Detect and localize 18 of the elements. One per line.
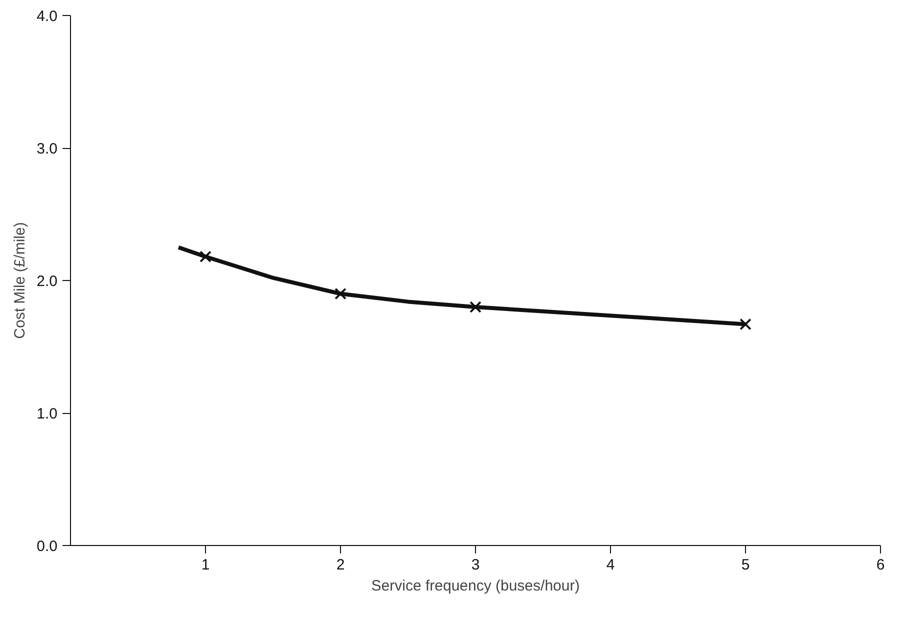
y-tick-label: 3.0 bbox=[36, 140, 58, 158]
point bbox=[200, 250, 212, 263]
line-series bbox=[176, 245, 748, 326]
point bbox=[334, 288, 346, 300]
x-tick-label: 3 bbox=[471, 556, 480, 574]
y-tick-label: 1.0 bbox=[36, 406, 58, 422]
y-axis-title: Cost Mile (£/mile) bbox=[12, 222, 29, 339]
x-tick-label: 6 bbox=[876, 556, 885, 574]
y-tick-label: 2.0 bbox=[36, 273, 58, 290]
x-tick-label: 4 bbox=[606, 556, 615, 574]
point bbox=[740, 318, 752, 330]
x-tick-label: 2 bbox=[336, 556, 345, 574]
y-tick-label: 0.0 bbox=[36, 538, 58, 555]
x-tick-label: 1 bbox=[201, 556, 210, 574]
x-tick-label: 5 bbox=[741, 556, 750, 574]
point bbox=[470, 301, 482, 313]
y-tick-label: 4.0 bbox=[36, 8, 58, 25]
x-axis-title: Service frequency (buses/hour) bbox=[371, 578, 580, 594]
